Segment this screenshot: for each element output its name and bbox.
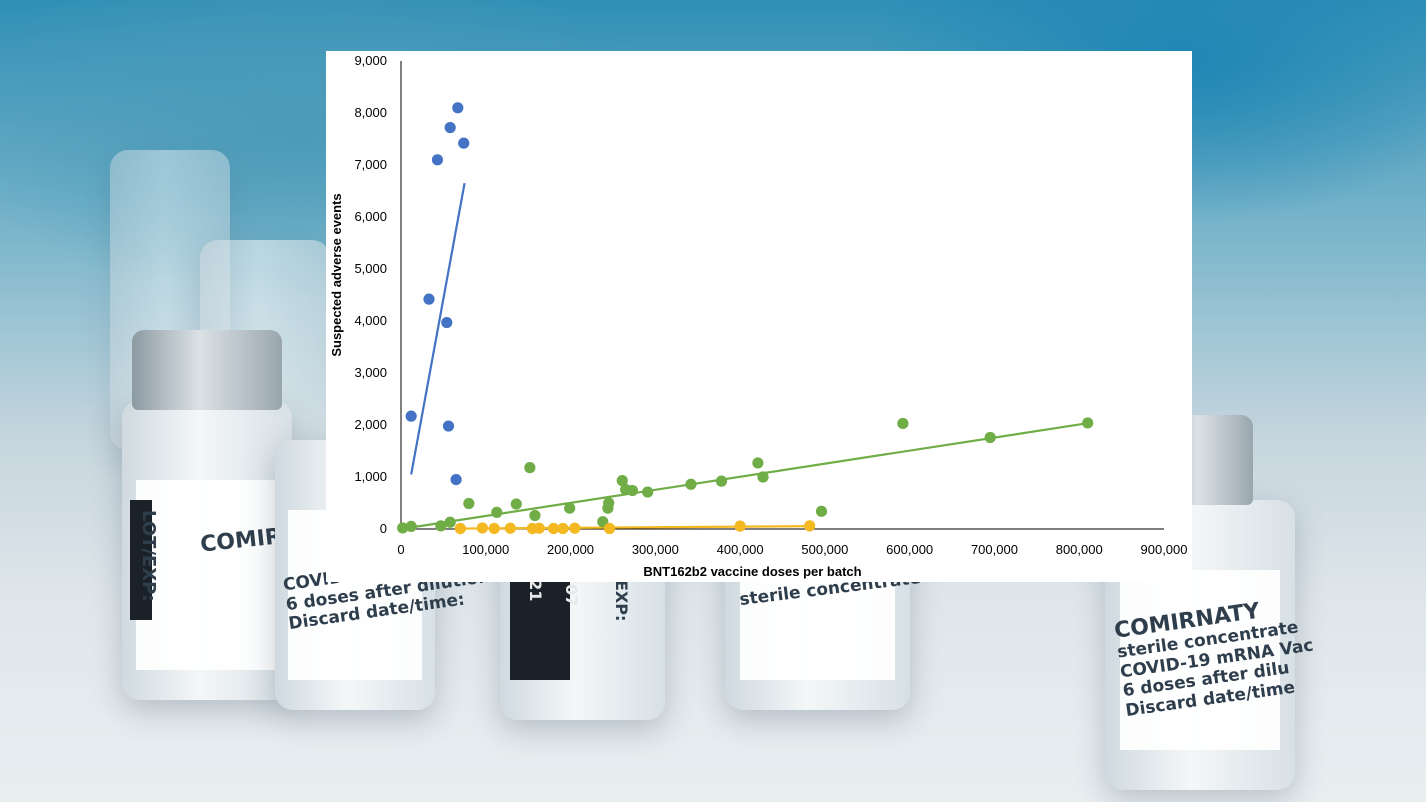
y-tick-label: 0 — [380, 521, 387, 536]
x-tick-label: 200,000 — [547, 542, 594, 557]
data-point-series-2 — [524, 462, 536, 474]
data-point-series-3 — [804, 520, 816, 532]
scatter-chart: 0 1,000 2,000 3,000 4,000 5,000 6,000 7,000 8,00… — [329, 53, 1188, 579]
data-point-series-2 — [463, 497, 475, 510]
y-tick-label: 6,000 — [354, 209, 387, 224]
vial-right-label — [1120, 570, 1280, 750]
data-point-series-2 — [529, 509, 541, 522]
data-point-series-3 — [504, 522, 516, 534]
x-tick-label: 700,000 — [971, 542, 1018, 557]
data-point-series-2 — [685, 478, 697, 490]
trend-line-series-2 — [402, 421, 1090, 530]
y-tick-label: 4,000 — [354, 313, 387, 328]
x-tick-label: 300,000 — [632, 542, 679, 557]
data-point-series-1 — [452, 102, 464, 114]
data-point-series-2 — [815, 505, 828, 517]
x-tick-label: 500,000 — [801, 542, 848, 557]
x-tick-label: 100,000 — [462, 542, 509, 557]
vial-left: LOT/EXP: COMIRNATY — [122, 330, 347, 700]
data-point-series-3 — [548, 522, 560, 535]
data-point-series-2 — [626, 484, 639, 497]
data-point-series-1 — [431, 154, 444, 166]
data-point-series-1 — [442, 420, 455, 432]
y-tick-label: 7,000 — [354, 157, 387, 172]
data-point-series-1 — [405, 410, 417, 422]
trend-line-series-1 — [410, 183, 466, 475]
data-point-series-3 — [533, 522, 545, 534]
data-point-series-3 — [569, 522, 581, 534]
x-tick-label: 600,000 — [886, 542, 933, 557]
data-point-series-3 — [454, 522, 466, 535]
data-point-series-2 — [984, 431, 996, 444]
data-point-series-1 — [441, 316, 453, 329]
y-tick-label: 9,000 — [354, 53, 387, 68]
x-tick-label: 0 — [397, 542, 404, 557]
x-axis-title: BNT162b2 vaccine doses per batch — [643, 564, 861, 579]
data-point-series-2 — [1082, 417, 1094, 429]
x-tick-label: 800,000 — [1056, 542, 1103, 557]
y-tick-label: 2,000 — [354, 417, 387, 432]
trend-lines — [402, 183, 1090, 530]
data-point-series-1 — [444, 121, 456, 134]
chart-panel: 0 1,000 2,000 3,000 4,000 5,000 6,000 7,000 8,00… — [326, 51, 1192, 582]
vial-left-lot-text: LOT/EXP: — [138, 510, 159, 602]
data-point-series-2 — [510, 498, 522, 510]
y-tick-label: 3,000 — [354, 365, 387, 380]
vial-left-cap — [132, 330, 282, 410]
vial-left-dark-band — [130, 500, 152, 620]
data-point-series-3 — [603, 522, 616, 535]
y-tick-label: 8,000 — [354, 105, 387, 120]
data-point-series-3 — [488, 522, 500, 535]
x-tick-label: 400,000 — [717, 542, 764, 557]
data-point-series-2 — [616, 475, 628, 487]
data-point-series-2 — [603, 497, 615, 509]
x-tick-label: 900,000 — [1141, 542, 1188, 557]
data-point-series-2 — [597, 516, 609, 528]
y-tick-label: 5,000 — [354, 261, 387, 276]
data-point-series-2 — [715, 475, 728, 487]
trend-line-series-3 — [460, 525, 812, 530]
data-point-series-2 — [897, 417, 909, 430]
data-points — [397, 102, 1094, 535]
data-point-series-1 — [458, 137, 470, 149]
data-point-series-2 — [444, 516, 456, 528]
data-point-series-2 — [397, 522, 409, 534]
data-point-series-2 — [435, 520, 447, 532]
data-point-series-1 — [423, 293, 435, 305]
vial-left-label — [135, 480, 279, 670]
y-tick-label: 1,000 — [354, 469, 387, 484]
data-point-series-2 — [752, 457, 764, 469]
data-point-series-1 — [450, 474, 462, 486]
data-point-series-2 — [757, 471, 769, 483]
data-point-series-3 — [476, 522, 488, 534]
data-point-series-2 — [564, 502, 576, 514]
data-point-series-2 — [405, 520, 417, 532]
data-point-series-3 — [734, 520, 746, 532]
vial-left-lot: LOT/EXP: — [137, 510, 159, 602]
y-axis-title: Suspected adverse events — [329, 193, 344, 356]
data-point-series-3 — [557, 522, 569, 535]
data-point-series-2 — [491, 506, 503, 518]
axes: 0 1,000 2,000 3,000 4,000 5,000 6,000 7,000 8,00… — [354, 53, 1187, 557]
data-point-series-2 — [642, 486, 654, 498]
